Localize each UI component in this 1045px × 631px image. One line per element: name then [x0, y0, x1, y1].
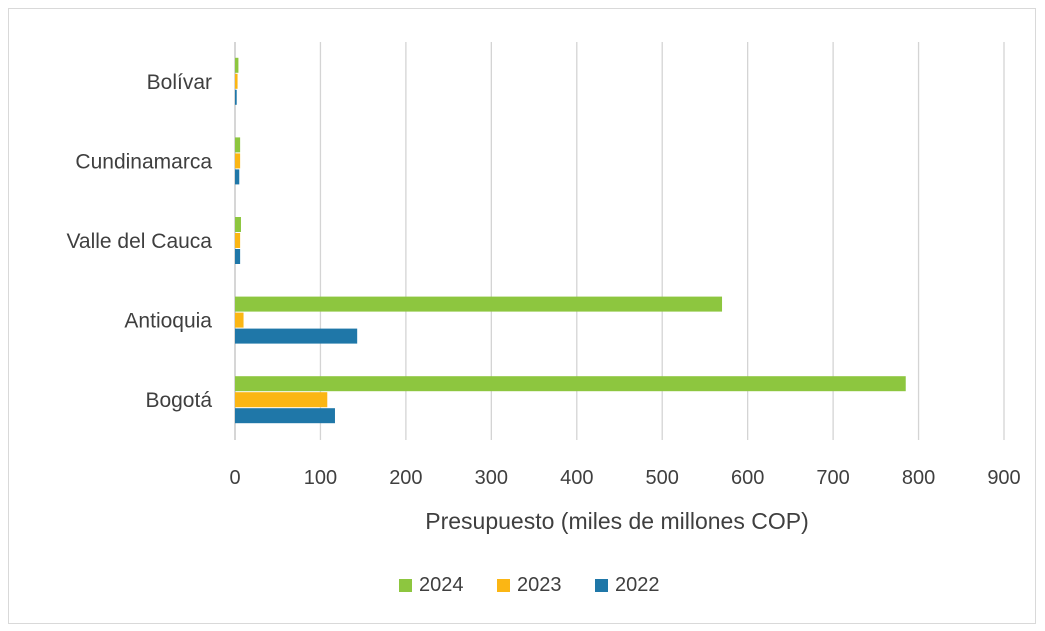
x-tick-labels: 0 100 200 300 400 500 600 700 800 900 — [229, 467, 1020, 489]
bar-Cundinamarca-2023 — [235, 153, 241, 169]
legend-swatch-2024 — [399, 579, 412, 592]
category-label: Valle del Cauca — [66, 230, 212, 253]
bar-Bolívar-2024 — [235, 57, 239, 73]
legend-swatch-2023 — [497, 579, 510, 592]
x-tick-label: 0 — [229, 467, 240, 489]
x-tick-label: 800 — [902, 467, 935, 489]
x-tick-label: 400 — [560, 467, 593, 489]
legend-label-2024: 2024 — [419, 574, 464, 596]
gridlines — [234, 42, 1005, 440]
bar-Bogotá-2024 — [235, 376, 906, 392]
bar-Bolívar-2022 — [235, 89, 237, 105]
x-tick-label: 200 — [389, 467, 422, 489]
bar-Bogotá-2022 — [235, 408, 335, 424]
x-tick-label: 700 — [816, 467, 849, 489]
bar-Antioquia-2023 — [235, 312, 244, 328]
bar-Valle del Cauca-2023 — [235, 233, 241, 248]
x-axis-title: Presupuesto (miles de millones COP) — [425, 508, 808, 534]
bar-Cundinamarca-2024 — [235, 137, 241, 153]
chart-frame — [8, 8, 1036, 624]
category-label: Bogotá — [145, 389, 212, 412]
x-tick-label: 600 — [731, 467, 764, 489]
bar-Valle del Cauca-2022 — [235, 249, 241, 264]
x-tick-label: 500 — [646, 467, 679, 489]
bar-Bogotá-2023 — [235, 392, 328, 408]
category-label: Cundinamarca — [75, 150, 212, 173]
bars — [235, 57, 906, 424]
bar-Bolívar-2023 — [235, 73, 238, 89]
legend-label-2022: 2022 — [615, 574, 660, 596]
bar-Valle del Cauca-2024 — [235, 217, 241, 232]
category-labels: Bolívar Cundinamarca Valle del Cauca Antioq… — [66, 71, 212, 412]
x-tick-label: 100 — [304, 467, 337, 489]
bar-Antioquia-2022 — [235, 328, 358, 344]
x-tick-label: 300 — [475, 467, 508, 489]
bar-Antioquia-2024 — [235, 296, 723, 312]
legend-label-2023: 2023 — [517, 574, 562, 596]
x-tick-label: 900 — [987, 467, 1020, 489]
category-label: Bolívar — [147, 71, 212, 94]
legend-swatch-2022 — [595, 579, 608, 592]
legend: 2024 2023 2022 — [399, 574, 660, 596]
category-label: Antioquia — [124, 310, 212, 333]
bar-Cundinamarca-2022 — [235, 169, 240, 185]
